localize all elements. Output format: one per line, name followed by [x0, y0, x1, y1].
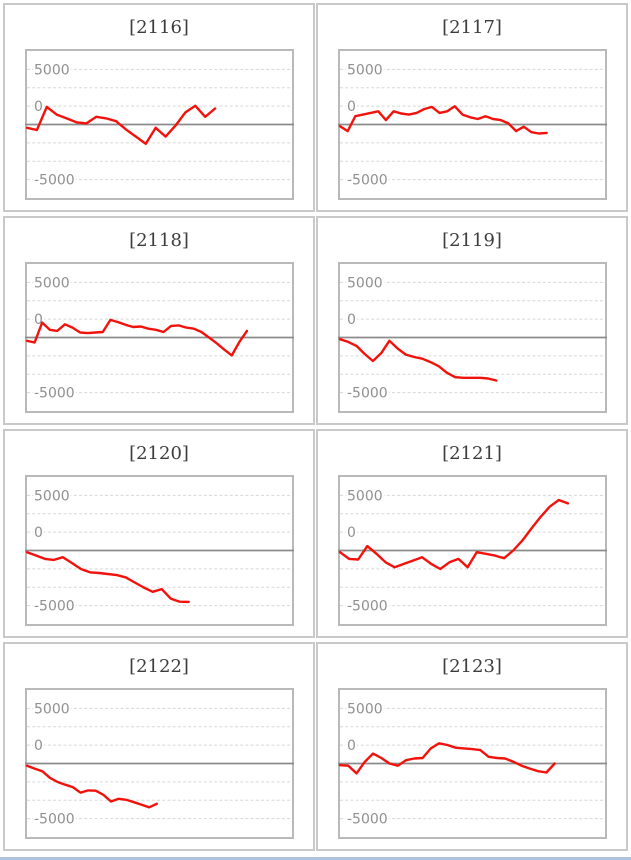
chart-plot-area: 5000 0 -5000	[24, 262, 294, 413]
chart-panel: [2123] 5000 0 -5000	[316, 642, 628, 851]
chart-title: [2116]	[129, 17, 189, 38]
slump-line-series	[338, 105, 548, 135]
y-axis-tick-label: 5000	[34, 488, 70, 504]
y-axis-tick-label: 5000	[34, 275, 70, 291]
chart-title: [2122]	[129, 656, 189, 677]
y-axis-tick-label: 0	[347, 525, 356, 541]
chart-plot-area: 5000 0 -5000	[24, 49, 294, 200]
chart-panel: [2117] 5000 0 -5000	[316, 3, 628, 212]
chart-panel: [2122] 5000 0 -5000	[3, 642, 315, 851]
chart-title: [2121]	[442, 443, 502, 464]
y-axis-tick-label: -5000	[34, 812, 75, 828]
footer-divider	[0, 857, 631, 860]
y-axis-tick-label: 0	[347, 312, 356, 328]
chart-panel: [2119] 5000 0 -5000	[316, 216, 628, 425]
slump-line-series	[338, 337, 498, 382]
y-axis-tick-label: -5000	[34, 386, 75, 402]
slump-line-series	[25, 318, 248, 357]
chart-plot-area: 5000 0 -5000	[337, 475, 607, 626]
chart-panel: [2121] 5000 0 -5000	[316, 429, 628, 638]
chart-title: [2123]	[442, 656, 502, 677]
y-axis-tick-label: 0	[34, 99, 43, 115]
chart-panel: [2118] 5000 0 -5000	[3, 216, 315, 425]
chart-plot-area: 5000 0 -5000	[24, 475, 294, 626]
y-axis-tick-label: 5000	[347, 275, 383, 291]
y-axis-tick-label: 0	[34, 738, 43, 754]
y-axis-tick-label: 5000	[347, 62, 383, 78]
chart-plot-area: 5000 0 -5000	[337, 49, 607, 200]
slump-line-series	[338, 498, 569, 571]
slump-line-series	[338, 742, 556, 775]
y-axis-tick-label: 5000	[34, 701, 70, 717]
y-axis-tick-label: 0	[347, 738, 356, 754]
chart-title: [2119]	[442, 230, 502, 251]
slump-line-series	[25, 550, 190, 604]
chart-plot-area: 5000 0 -5000	[337, 688, 607, 839]
y-axis-tick-label: -5000	[347, 812, 388, 828]
y-axis-tick-label: -5000	[347, 599, 388, 615]
y-axis-tick-label: -5000	[347, 386, 388, 402]
slump-line-series	[25, 764, 158, 809]
chart-plot-area: 5000 0 -5000	[337, 262, 607, 413]
y-axis-tick-label: 5000	[34, 62, 70, 78]
y-axis-tick-label: 0	[347, 99, 356, 115]
chart-grid: [2116] 5000 0 -5000 [2117] 5000 0 -5000 [2118] 50…	[3, 3, 628, 851]
y-axis-tick-label: 0	[34, 525, 43, 541]
chart-panel: [2116] 5000 0 -5000	[3, 3, 315, 212]
chart-plot-area: 5000 0 -5000	[24, 688, 294, 839]
chart-panel: [2120] 5000 0 -5000	[3, 429, 315, 638]
chart-title: [2117]	[442, 17, 502, 38]
chart-title: [2120]	[129, 443, 189, 464]
y-axis-tick-label: -5000	[34, 599, 75, 615]
chart-title: [2118]	[129, 230, 189, 251]
y-axis-tick-label: -5000	[347, 173, 388, 189]
slump-line-series	[25, 104, 216, 146]
y-axis-tick-label: 5000	[347, 701, 383, 717]
y-axis-tick-label: -5000	[34, 173, 75, 189]
y-axis-tick-label: 5000	[347, 488, 383, 504]
